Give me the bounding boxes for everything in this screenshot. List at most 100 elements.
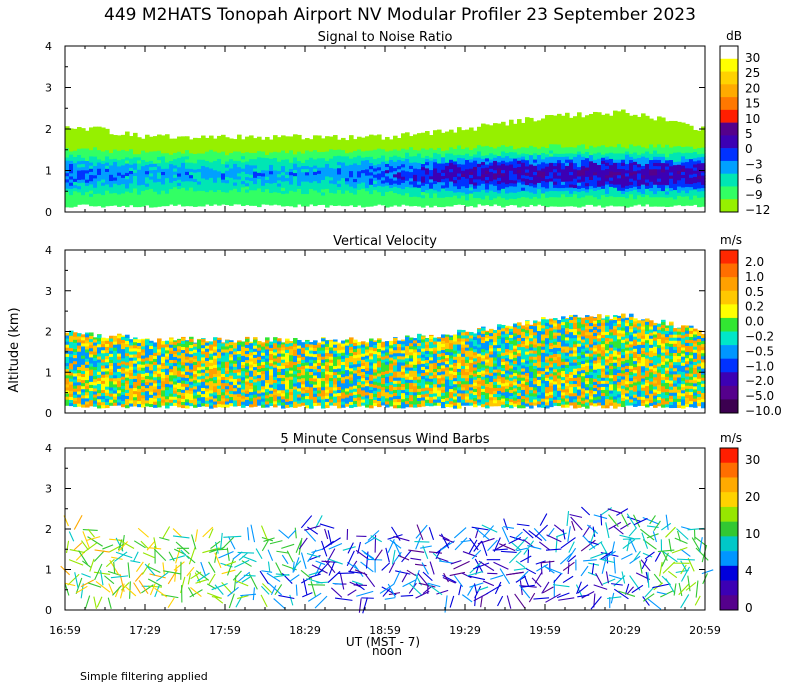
data-cell <box>581 196 586 201</box>
data-cell <box>557 193 562 198</box>
data-cell <box>181 352 186 357</box>
data-cell <box>493 178 498 183</box>
data-cell <box>161 186 166 191</box>
data-cell <box>441 132 446 136</box>
data-cell <box>217 158 222 163</box>
data-cell <box>153 367 158 372</box>
data-cell <box>609 170 614 175</box>
data-cell <box>661 184 666 188</box>
data-cell <box>317 154 322 159</box>
data-cell <box>193 184 198 189</box>
data-cell <box>257 159 262 164</box>
data-cell <box>489 143 494 148</box>
data-cell <box>261 166 266 171</box>
data-cell <box>121 382 126 386</box>
data-cell <box>593 181 598 185</box>
data-cell <box>417 199 422 204</box>
data-cell <box>681 174 686 179</box>
data-cell <box>373 170 378 175</box>
data-cell <box>513 129 518 134</box>
data-cell <box>589 201 594 205</box>
data-cell <box>145 338 150 343</box>
data-cell <box>653 146 658 151</box>
data-cell <box>109 189 114 194</box>
data-cell <box>389 165 394 170</box>
data-cell <box>93 384 98 389</box>
data-cell <box>265 154 270 159</box>
data-cell <box>373 136 378 141</box>
data-cell <box>385 200 390 205</box>
data-cell <box>653 153 658 157</box>
data-cell <box>257 169 262 173</box>
data-cell <box>121 158 126 163</box>
data-cell <box>141 153 146 157</box>
data-cell <box>181 398 186 402</box>
data-cell <box>69 132 74 136</box>
data-cell <box>165 186 170 191</box>
data-cell <box>205 191 210 196</box>
data-cell <box>577 144 582 149</box>
data-cell <box>385 147 390 152</box>
data-cell <box>617 180 622 185</box>
data-cell <box>469 136 474 141</box>
data-cell <box>109 158 114 163</box>
data-cell <box>193 382 198 387</box>
data-cell <box>105 398 110 402</box>
data-cell <box>533 134 538 138</box>
data-cell <box>105 134 110 138</box>
data-cell <box>421 175 426 180</box>
data-cell <box>497 192 502 197</box>
data-cell <box>409 162 414 166</box>
data-cell <box>545 125 550 130</box>
data-cell <box>457 132 462 137</box>
data-cell <box>329 154 334 159</box>
data-cell <box>689 142 694 147</box>
data-cell <box>265 136 270 140</box>
data-cell <box>673 180 678 184</box>
data-cell <box>621 199 626 204</box>
data-cell <box>141 138 146 142</box>
data-cell <box>673 130 678 135</box>
data-cell <box>265 194 270 199</box>
data-cell <box>181 401 186 406</box>
data-cell <box>553 202 558 207</box>
data-cell <box>601 163 606 168</box>
data-cell <box>493 163 498 168</box>
data-cell <box>645 147 650 152</box>
data-cell <box>425 145 430 150</box>
colorbar-label: 30 <box>745 51 760 65</box>
data-cell <box>609 195 614 200</box>
data-cell <box>649 140 654 145</box>
y-axis-label: Altitude (km) <box>7 307 22 392</box>
data-cell <box>613 156 618 160</box>
data-cell <box>89 155 94 160</box>
data-cell <box>477 194 482 199</box>
data-cell <box>481 180 486 184</box>
data-cell <box>117 153 122 158</box>
data-cell <box>509 142 514 146</box>
data-cell <box>249 177 254 181</box>
data-cell <box>129 396 134 401</box>
data-cell <box>549 124 554 129</box>
data-cell <box>637 197 642 202</box>
data-cell <box>113 356 118 360</box>
data-cell <box>109 359 114 364</box>
data-cell <box>149 178 154 183</box>
data-cell <box>321 191 326 196</box>
data-cell <box>549 140 554 145</box>
data-cell <box>333 192 338 197</box>
data-cell <box>697 153 702 158</box>
data-cell <box>461 130 466 134</box>
data-cell <box>377 182 382 186</box>
data-cell <box>429 197 434 202</box>
data-cell <box>561 143 566 148</box>
data-cell <box>273 154 278 159</box>
data-cell <box>505 136 510 141</box>
data-cell <box>161 398 166 403</box>
data-cell <box>601 114 606 118</box>
data-cell <box>189 374 194 379</box>
data-cell <box>297 134 302 137</box>
data-cell <box>381 139 386 144</box>
data-cell <box>553 131 558 135</box>
data-cell <box>493 185 498 189</box>
